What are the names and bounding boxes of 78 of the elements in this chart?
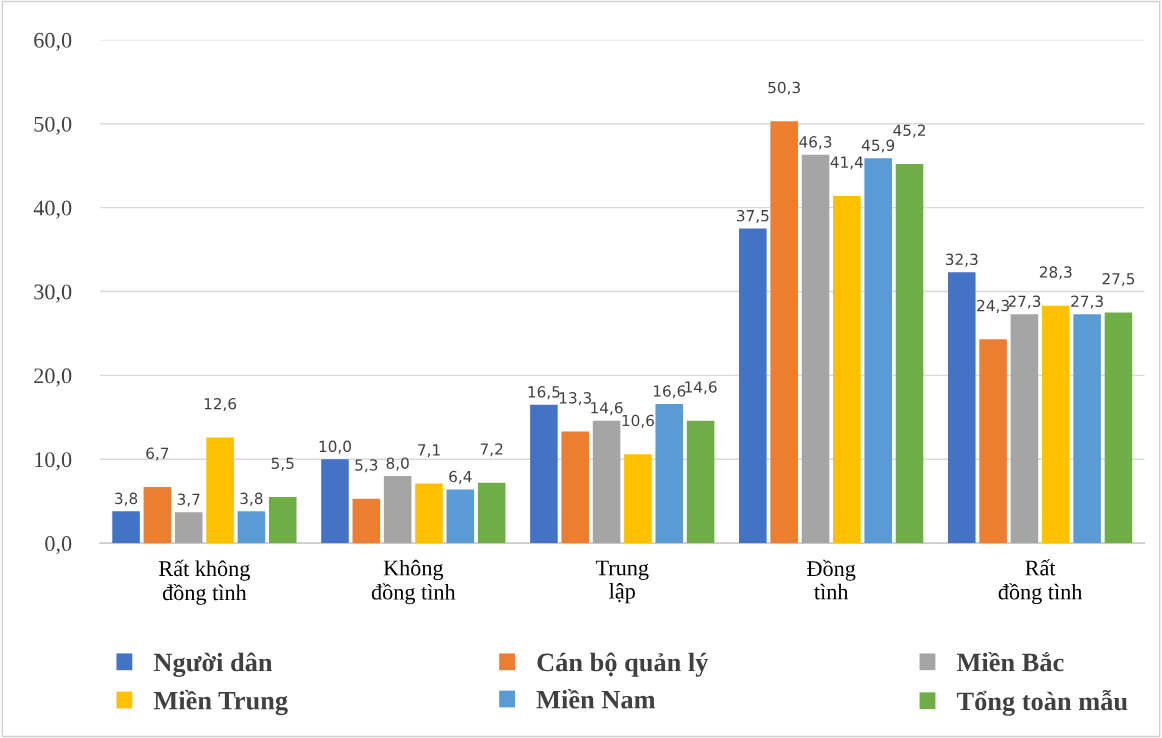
- data-label: 27,3: [1008, 295, 1041, 309]
- bar: [143, 486, 172, 544]
- data-label: 16,6: [653, 385, 686, 399]
- data-label: 24,3: [977, 299, 1009, 313]
- legend-label: Miền Bắc: [956, 651, 1064, 672]
- bar: [321, 459, 349, 544]
- data-label: 37,5: [736, 209, 769, 224]
- x-tick-label: Rất không đồng tình: [159, 559, 250, 605]
- bar: [864, 158, 892, 544]
- bar: [446, 489, 475, 544]
- bar: [352, 498, 381, 544]
- legend-label: Miền Nam: [536, 689, 656, 709]
- bar: [174, 512, 203, 544]
- bar: [1073, 314, 1101, 544]
- bar: [237, 511, 266, 544]
- legend-label: Cán bộ quản lý: [537, 652, 709, 677]
- data-label: 46,3: [799, 136, 832, 150]
- x-tick-label: Trung lập: [595, 560, 649, 604]
- data-label: 45,2: [893, 124, 926, 138]
- data-label: 10,6: [622, 414, 654, 428]
- y-tick-label: 60,0: [34, 32, 72, 51]
- bar: [1010, 314, 1039, 544]
- data-label: 5,5: [271, 457, 294, 471]
- bar: [268, 497, 297, 544]
- y-tick-label: 0,0: [45, 536, 72, 555]
- data-label: 7,1: [418, 444, 440, 458]
- bar: [206, 437, 234, 544]
- data-label: 28,3: [1039, 266, 1072, 280]
- bar: [979, 339, 1007, 544]
- data-label: 3,7: [177, 493, 200, 507]
- data-label: 27,3: [1071, 295, 1103, 309]
- data-label: 12,6: [204, 397, 237, 412]
- bar: [895, 164, 924, 544]
- data-label: 3,8: [115, 492, 138, 506]
- data-label: 50,3: [768, 81, 800, 95]
- bar: [112, 511, 140, 544]
- y-tick-label: 30,0: [34, 284, 72, 303]
- data-label: 14,6: [685, 381, 717, 395]
- data-label: 14,6: [591, 402, 623, 416]
- bar: [415, 483, 443, 544]
- data-label: 6,4: [449, 470, 472, 484]
- bar: [770, 121, 798, 544]
- x-tick-label: Đồng tình: [807, 559, 856, 600]
- data-label: 41,4: [830, 156, 863, 170]
- data-label: 27,5: [1102, 272, 1135, 287]
- bar: [383, 476, 412, 544]
- data-label: 7,2: [480, 443, 503, 457]
- bar: [1104, 312, 1133, 544]
- bar: [947, 272, 976, 544]
- x-tick-label: Rất đồng tình: [998, 559, 1083, 605]
- data-label: 8,0: [386, 457, 409, 471]
- bar: [655, 403, 684, 544]
- y-tick-label: 20,0: [34, 368, 72, 387]
- bar: [686, 420, 715, 544]
- data-label: 3,8: [240, 492, 263, 506]
- bar: [561, 431, 590, 544]
- y-tick-label: 10,0: [35, 452, 72, 471]
- bar: [624, 454, 652, 544]
- legend-label: Miền Trung: [153, 690, 288, 716]
- bar: [801, 154, 830, 544]
- bar: [1041, 305, 1070, 544]
- data-label: 5,3: [355, 459, 378, 473]
- bar: [530, 404, 558, 544]
- data-label: 32,3: [945, 253, 978, 267]
- bar: [592, 420, 621, 544]
- data-label: 16,5: [528, 386, 560, 400]
- x-tick-label: Không đồng tình: [371, 559, 456, 605]
- data-label: 6,7: [146, 447, 169, 461]
- data-label: 45,9: [861, 139, 895, 153]
- data-label: 10,0: [319, 440, 351, 454]
- legend-label: Tổng toàn mẫu: [956, 689, 1128, 716]
- legend-label: Người dân: [153, 652, 273, 677]
- y-tick-label: 50,0: [34, 116, 72, 135]
- bar: [739, 228, 767, 544]
- data-label: 13,3: [559, 392, 592, 406]
- bar: [833, 195, 861, 544]
- bar: [477, 482, 506, 544]
- y-tick-label: 40,0: [33, 200, 72, 219]
